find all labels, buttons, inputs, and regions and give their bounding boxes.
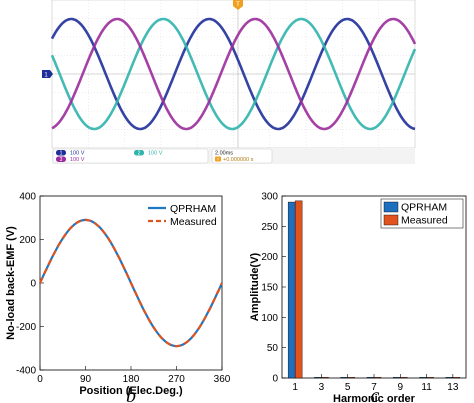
legend-swatch [383, 201, 399, 213]
bar-qprham [445, 376, 454, 379]
legend-label: Measured [401, 215, 448, 227]
svg-text:100 V: 100 V [70, 151, 85, 157]
caption-c: c [371, 385, 380, 403]
svg-text:100 V: 100 V [148, 151, 163, 157]
bar-measured [426, 376, 434, 379]
x-tick-label: 180 [123, 374, 140, 385]
y-tick-label: 300 [261, 192, 278, 203]
legend-label: QPRHAM [401, 202, 447, 214]
bar-measured [347, 376, 355, 379]
svg-text:2: 2 [138, 150, 141, 156]
svg-text:1: 1 [60, 150, 63, 156]
x-tick-label: 7 [371, 382, 377, 393]
x-tick-label: 3 [319, 382, 325, 393]
y-tick-label: 0 [30, 279, 36, 290]
y-tick-label: 200 [261, 252, 278, 263]
bar-measured [321, 376, 329, 379]
channel-level-marker: 1 [42, 70, 53, 79]
channel-2-badge: 2 100 V [134, 150, 163, 157]
bar-qprham [419, 376, 427, 379]
y-tick-label: 200 [19, 235, 36, 246]
x-axis-label: Harmonic order [333, 393, 416, 403]
legend-swatch [383, 214, 399, 226]
legend-label: QPRHAM [170, 203, 216, 215]
svg-text:100 V: 100 V [70, 157, 85, 163]
trigger-readout: T +0.000000 s [215, 156, 254, 163]
channel-1-badge: 1 100 V [56, 150, 85, 157]
caption-a: a [227, 167, 237, 170]
y-tick-label: 100 [261, 313, 278, 324]
x-tick-label: 360 [214, 374, 231, 385]
y-axis-label: No-load back-EMF (V) [5, 226, 17, 340]
bar-qprham [287, 201, 296, 379]
y-tick-label: -200 [16, 322, 36, 333]
bar-measured [373, 376, 382, 379]
y-axis-label: Amplitude(V) [249, 252, 261, 321]
x-tick-label: 13 [447, 382, 459, 393]
x-tick-label: 0 [37, 374, 43, 385]
x-tick-label: 90 [80, 374, 92, 385]
legend-label: Measured [170, 216, 217, 228]
svg-text:T: T [236, 2, 240, 8]
y-tick-label: 0 [272, 374, 278, 385]
bar-qprham [393, 376, 401, 379]
timebase-readout: 2.00ms [215, 151, 233, 157]
bar-qprham [314, 376, 322, 379]
scope-status-bar: 1 100 V 2 100 V 3 100 V 2.00ms T +0.0000… [52, 148, 415, 164]
waveform-channel-3 [51, 17, 417, 131]
x-tick-label: 11 [421, 382, 432, 393]
back-emf-chart: 0 90 180 270 360 -400 -200 0 200 400 Position (Ele… [5, 192, 231, 403]
x-tick-label: 270 [168, 374, 185, 385]
oscilloscope-panel: T 1 1 100 V 2 100 V 3 100 V 2.00ms T +0.… [42, 0, 417, 170]
svg-text:1: 1 [44, 73, 48, 79]
y-tick-label: 400 [19, 192, 36, 203]
bar-qprham [340, 376, 348, 379]
svg-text:T: T [217, 156, 220, 161]
channel-3-badge: 3 100 V [56, 156, 85, 163]
bar-qprham [366, 376, 375, 379]
waveform-channel-1 [50, 17, 416, 131]
scope-waveforms [50, 17, 417, 131]
bar-measured [294, 200, 303, 379]
y-tick-label: 150 [261, 283, 278, 294]
svg-text:+0.000000 s: +0.000000 s [223, 157, 254, 163]
svg-text:3: 3 [60, 157, 63, 163]
bar-measured [400, 376, 408, 379]
x-tick-label: 1 [292, 382, 298, 393]
caption-b: b [126, 385, 136, 403]
x-tick-label: 5 [345, 382, 351, 393]
y-tick-label: -400 [16, 366, 36, 377]
trigger-marker: T [233, 0, 243, 10]
bar-measured [452, 376, 461, 379]
x-tick-label: 9 [398, 382, 404, 393]
y-tick-label: 250 [261, 222, 278, 233]
y-tick-label: 50 [267, 343, 279, 354]
waveform-channel-2 [50, 17, 417, 131]
x-axis-label: Position (Elec.Deg.) [79, 385, 183, 397]
